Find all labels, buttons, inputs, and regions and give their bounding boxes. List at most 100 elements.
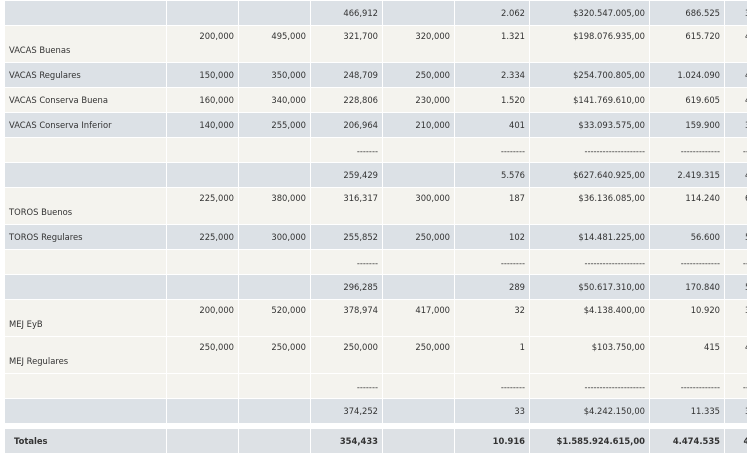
ref-price-cell <box>382 398 455 424</box>
ref-price-cell <box>382 137 455 163</box>
avg-price-cell: 248,709 <box>310 62 383 88</box>
total-amount-cell: $320.547.005,00 <box>529 0 650 26</box>
total-kg-cell: 619.605 <box>649 87 725 113</box>
total-amount-cell: $33.093.575,00 <box>529 112 650 138</box>
max-price-cell: 340,000 <box>238 87 311 113</box>
total-kg-cell: 686.525 <box>649 0 725 26</box>
ref-price-cell: 250,000 <box>382 336 455 374</box>
max-price-cell: 380,000 <box>238 187 311 225</box>
total-kg-cell: 159.900 <box>649 112 725 138</box>
total-amount-cell: $4.138.400,00 <box>529 299 650 337</box>
min-price-cell <box>166 162 239 188</box>
total-kg-cell: 1.024.090 <box>649 62 725 88</box>
totals-avg-kg-cell: 410 <box>724 428 747 454</box>
max-price-cell: 255,000 <box>238 112 311 138</box>
ref-price-cell <box>382 249 455 275</box>
max-price-cell <box>238 0 311 26</box>
ref-price-cell <box>382 373 455 399</box>
table-row: VACAS Conserva Inferior 140,000 255,000 206… <box>4 112 747 138</box>
ref-price-cell: 210,000 <box>382 112 455 138</box>
head-count-cell: -------- <box>454 373 530 399</box>
category-cell: VACAS Buenas <box>4 25 167 63</box>
avg-kg-cell: 415 <box>724 336 747 374</box>
avg-kg-cell: ------ <box>724 249 747 275</box>
category-cell: MEJ Regulares <box>4 336 167 374</box>
table-row: TOROS Buenos 225,000 380,000 316,317 300,000… <box>4 187 747 225</box>
ref-price-cell <box>382 0 455 26</box>
total-amount-cell: $36.136.085,00 <box>529 187 650 225</box>
total-kg-cell: 10.920 <box>649 299 725 337</box>
avg-price-cell: 250,000 <box>310 336 383 374</box>
min-price-cell <box>166 398 239 424</box>
min-price-cell: 160,000 <box>166 87 239 113</box>
table-row: MEJ Regulares 250,000 250,000 250,000 250,00… <box>4 336 747 374</box>
category-cell <box>4 398 167 424</box>
totals-total-kg-cell: 4.474.535 <box>649 428 725 454</box>
head-count-cell: 1.520 <box>454 87 530 113</box>
totals-label: Totales <box>4 428 167 454</box>
category-cell: VACAS Conserva Inferior <box>4 112 167 138</box>
total-kg-cell: 615.720 <box>649 25 725 63</box>
total-kg-cell: 2.419.315 <box>649 162 725 188</box>
min-price-cell: 250,000 <box>166 336 239 374</box>
total-kg-cell: ------------- <box>649 249 725 275</box>
total-amount-cell: $103.750,00 <box>529 336 650 374</box>
head-count-cell: -------- <box>454 249 530 275</box>
category-cell: VACAS Regulares <box>4 62 167 88</box>
avg-kg-cell: 341 <box>724 299 747 337</box>
head-count-cell: 289 <box>454 274 530 300</box>
max-price-cell: 520,000 <box>238 299 311 337</box>
avg-price-cell: ------- <box>310 137 383 163</box>
avg-price-cell: 374,252 <box>310 398 383 424</box>
min-price-cell: 200,000 <box>166 25 239 63</box>
avg-price-cell: 466,912 <box>310 0 383 26</box>
avg-kg-cell: 439 <box>724 62 747 88</box>
avg-price-cell: 228,806 <box>310 87 383 113</box>
total-amount-cell: -------------------- <box>529 373 650 399</box>
head-count-cell: 2.334 <box>454 62 530 88</box>
totals-avg-price-cell: 354,433 <box>310 428 383 454</box>
avg-kg-cell: 555 <box>724 224 747 250</box>
total-amount-cell: $141.769.610,00 <box>529 87 650 113</box>
total-amount-cell: $198.076.935,00 <box>529 25 650 63</box>
avg-price-cell: 378,974 <box>310 299 383 337</box>
head-count-cell: 102 <box>454 224 530 250</box>
head-count-cell: 32 <box>454 299 530 337</box>
table-row: TOROS Regulares 225,000 300,000 255,852 250,… <box>4 224 747 250</box>
category-cell: MEJ EyB <box>4 299 167 337</box>
head-count-cell: 187 <box>454 187 530 225</box>
category-cell <box>4 249 167 275</box>
min-price-cell <box>166 137 239 163</box>
separator-row: ------- -------- -------------------- -----… <box>4 249 747 275</box>
head-count-cell: 5.576 <box>454 162 530 188</box>
table-body: 466,9122.062$320.547.005,00686.525333VAC… <box>4 0 747 454</box>
avg-price-cell: 259,429 <box>310 162 383 188</box>
total-kg-cell: 415 <box>649 336 725 374</box>
max-price-cell: 495,000 <box>238 25 311 63</box>
max-price-cell: 350,000 <box>238 62 311 88</box>
avg-kg-cell: 343 <box>724 398 747 424</box>
min-price-cell <box>166 274 239 300</box>
total-kg-cell: 114.240 <box>649 187 725 225</box>
head-count-cell: -------- <box>454 137 530 163</box>
total-kg-cell: 11.335 <box>649 398 725 424</box>
totals-row: Totales 354,433 10.916 $1.585.924.615,00 4.4… <box>4 428 747 454</box>
min-price-cell: 150,000 <box>166 62 239 88</box>
total-amount-cell: $14.481.225,00 <box>529 224 650 250</box>
avg-price-cell: 296,285 <box>310 274 383 300</box>
min-price-cell: 225,000 <box>166 187 239 225</box>
ref-price-cell <box>382 274 455 300</box>
category-cell: TOROS Regulares <box>4 224 167 250</box>
head-count-cell: 401 <box>454 112 530 138</box>
total-amount-cell: -------------------- <box>529 137 650 163</box>
min-price-cell <box>166 249 239 275</box>
totals-ref-price-cell <box>382 428 455 454</box>
livestock-summary-table: 466,9122.062$320.547.005,00686.525333VAC… <box>4 0 747 454</box>
total-kg-cell: 170.840 <box>649 274 725 300</box>
ref-price-cell <box>382 162 455 188</box>
avg-kg-cell: 399 <box>724 112 747 138</box>
avg-kg-cell: 466 <box>724 25 747 63</box>
ref-price-cell: 300,000 <box>382 187 455 225</box>
avg-price-cell: 316,317 <box>310 187 383 225</box>
